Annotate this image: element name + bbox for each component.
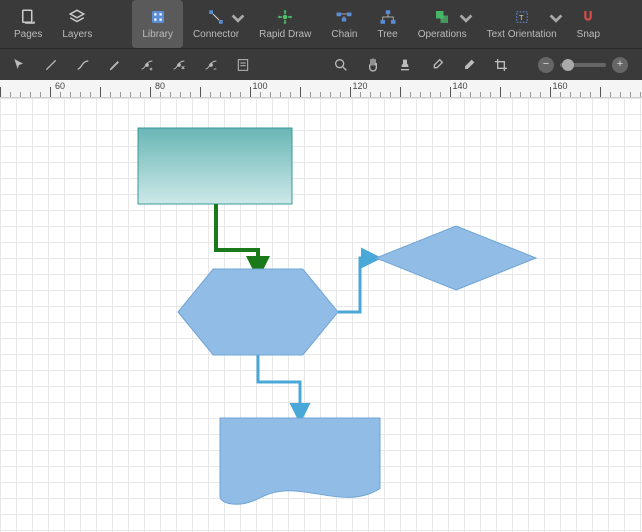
- zoom-in-button[interactable]: +: [612, 57, 628, 73]
- pointer-tool[interactable]: [6, 52, 32, 78]
- chevron-down-icon: [229, 10, 247, 28]
- pan-tool[interactable]: [360, 52, 386, 78]
- flowchart-document[interactable]: [220, 418, 380, 504]
- chain-tool[interactable]: Chain: [321, 0, 367, 48]
- flowchart-rect[interactable]: [138, 128, 292, 204]
- connector[interactable]: [216, 204, 258, 272]
- chain-icon: [335, 8, 353, 26]
- hand-icon: [365, 57, 381, 73]
- curve-icon: [75, 57, 91, 73]
- text-orientation-icon: T: [513, 8, 531, 26]
- connector-icon: [207, 8, 225, 26]
- zoom-slider[interactable]: [560, 63, 606, 67]
- layers-tool[interactable]: Layers: [52, 0, 102, 48]
- tree-label: Tree: [377, 29, 397, 40]
- rapid-draw-label: Rapid Draw: [259, 29, 311, 40]
- shapes-layer: [0, 98, 642, 532]
- text-orientation-label: Text Orientation: [487, 29, 557, 40]
- operations-icon: [433, 8, 451, 26]
- tree-tool[interactable]: Tree: [367, 0, 407, 48]
- eraser-icon: [461, 57, 477, 73]
- eyedropper-icon: [429, 57, 445, 73]
- anchor-convert-icon: [171, 57, 187, 73]
- pages-icon: [19, 8, 37, 26]
- zoom-tool[interactable]: [328, 52, 354, 78]
- pen-icon: [107, 57, 123, 73]
- line-tool[interactable]: [38, 52, 64, 78]
- rapid-draw-tool[interactable]: Rapid Draw: [249, 0, 321, 48]
- stamp-icon: [397, 57, 413, 73]
- eyedropper-tool[interactable]: [424, 52, 450, 78]
- chain-label: Chain: [331, 29, 357, 40]
- connector[interactable]: [338, 258, 376, 312]
- chevron-down-icon: [457, 10, 475, 28]
- flowchart-hexagon[interactable]: [178, 269, 338, 355]
- text-orientation-tool[interactable]: T Text Orientation: [477, 0, 567, 48]
- svg-text:T: T: [519, 13, 524, 22]
- main-toolbar: Pages Layers Library Connector Rapid Dra…: [0, 0, 642, 48]
- chevron-down-icon: [547, 10, 565, 28]
- tree-icon: [379, 8, 397, 26]
- curve-tool[interactable]: [70, 52, 96, 78]
- operations-tool[interactable]: Operations: [408, 0, 477, 48]
- connector-tool[interactable]: Connector: [183, 0, 249, 48]
- rapid-draw-icon: [276, 8, 294, 26]
- anchor-remove-icon: [203, 57, 219, 73]
- zoom-slider-knob[interactable]: [562, 59, 574, 71]
- line-icon: [43, 57, 59, 73]
- erase-tool[interactable]: [456, 52, 482, 78]
- stamp-tool[interactable]: [392, 52, 418, 78]
- crop-tool[interactable]: [488, 52, 514, 78]
- pages-tool[interactable]: Pages: [4, 0, 52, 48]
- note-tool[interactable]: [230, 52, 256, 78]
- operations-label: Operations: [418, 29, 467, 40]
- secondary-toolbar: − +: [0, 48, 642, 80]
- connector-label: Connector: [193, 29, 239, 40]
- connector[interactable]: [258, 355, 300, 418]
- note-icon: [235, 57, 251, 73]
- canvas[interactable]: [0, 98, 642, 532]
- library-tool[interactable]: Library: [132, 0, 183, 48]
- snap-icon: [579, 8, 597, 26]
- library-label: Library: [142, 29, 173, 40]
- zoom-slider-group: − +: [538, 57, 636, 73]
- anchor-add-icon: [139, 57, 155, 73]
- horizontal-ruler: 6080100120140160: [0, 80, 642, 98]
- layers-label: Layers: [62, 29, 92, 40]
- library-icon: [149, 8, 167, 26]
- zoom-out-button[interactable]: −: [538, 57, 554, 73]
- anchor-convert-tool[interactable]: [166, 52, 192, 78]
- zoom-icon: [333, 57, 349, 73]
- pages-label: Pages: [14, 29, 42, 40]
- pen-tool[interactable]: [102, 52, 128, 78]
- snap-tool[interactable]: Snap: [567, 0, 610, 48]
- anchor-add-tool[interactable]: [134, 52, 160, 78]
- layers-icon: [68, 8, 86, 26]
- anchor-remove-tool[interactable]: [198, 52, 224, 78]
- pointer-icon: [11, 57, 27, 73]
- snap-label: Snap: [577, 29, 600, 40]
- crop-icon: [493, 57, 509, 73]
- flowchart-diamond[interactable]: [376, 226, 536, 290]
